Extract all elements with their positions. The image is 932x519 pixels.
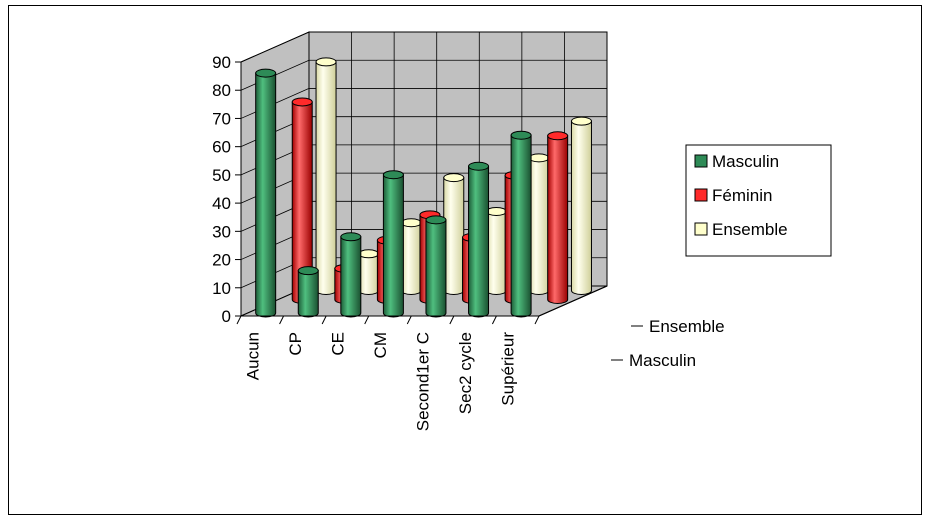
bar-0-5 (468, 161, 490, 318)
chart-bars (255, 57, 592, 318)
bar-0-4 (425, 215, 447, 318)
bar-body (340, 236, 362, 318)
bar-0-1 (297, 266, 319, 318)
bar-2-3 (443, 173, 465, 295)
bar-chart-3d: 0 10 20 30 40 50 60 70 80 90 Aucun CP CE CM Second1er … (212, 31, 832, 431)
x-tick-mark (364, 315, 370, 325)
y-tick-label: 10 (212, 279, 231, 298)
bar-0-2 (340, 232, 362, 318)
legend: Masculin Féminin Ensemble (685, 144, 832, 257)
x-tick-label: Aucun (243, 332, 262, 380)
legend-swatch (694, 154, 708, 168)
bar-top (510, 130, 532, 140)
depth-tick-label: Ensemble (649, 317, 725, 336)
bar-top (468, 161, 490, 171)
bar-top (528, 153, 550, 163)
legend-label: Féminin (712, 186, 772, 205)
bar-body (297, 270, 319, 318)
bar-top (255, 68, 277, 78)
bar-1-6 (547, 131, 569, 304)
x-tick-mark (406, 315, 412, 325)
legend-label: Masculin (712, 152, 779, 171)
x-tick-label: Second1er C (414, 332, 433, 431)
bar-body (425, 219, 447, 318)
depth-tick-label: Masculin (629, 351, 696, 370)
bar-2-6 (570, 116, 592, 295)
x-tick-mark (491, 315, 497, 325)
y-tick-label: 80 (212, 81, 231, 100)
depth-axis-line (538, 285, 608, 317)
gridline (240, 31, 607, 63)
chart-frame: 0 10 20 30 40 50 60 70 80 90 Aucun CP CE CM Second1er … (8, 5, 922, 515)
bar-body (570, 120, 592, 295)
bar-body (547, 135, 569, 304)
y-tick-label: 90 (212, 53, 231, 72)
bar-2-4 (485, 206, 507, 295)
x-tick-mark (321, 315, 327, 325)
legend-swatch (694, 188, 708, 202)
legend-label: Ensemble (712, 220, 788, 239)
bar-top (291, 97, 313, 107)
bar-0-3 (382, 170, 404, 318)
bar-0-0 (255, 68, 277, 318)
bar-2-1 (358, 249, 380, 295)
y-tick-label: 70 (212, 109, 231, 128)
legend-swatch (694, 222, 708, 236)
bar-2-5 (528, 153, 550, 295)
bar-top (570, 116, 592, 126)
x-tick-mark (236, 315, 242, 325)
legend-box (685, 144, 832, 257)
bar-top (485, 206, 507, 216)
bar-top (382, 170, 404, 180)
chart-axes: 0 10 20 30 40 50 60 70 80 90 Aucun CP CE CM Second1er … (212, 53, 725, 431)
bar-body (315, 61, 337, 295)
bar-0-6 (510, 130, 532, 318)
bar-top (358, 249, 380, 259)
bar-top (443, 173, 465, 183)
x-tick-label: CP (286, 332, 305, 356)
x-tick-label: Supérieur (499, 332, 518, 406)
y-tick-label: 60 (212, 138, 231, 157)
x-tick-label: CM (371, 332, 390, 358)
bar-2-0 (315, 57, 337, 295)
x-tick-label: Sec2 cycle (456, 332, 475, 414)
y-tick-label: 40 (212, 194, 231, 213)
bar-top (547, 131, 569, 141)
y-tick-label: 50 (212, 166, 231, 185)
bar-body (358, 253, 380, 295)
bar-body (510, 134, 532, 318)
bar-body (485, 210, 507, 295)
bar-top (425, 215, 447, 225)
bar-top (315, 57, 337, 67)
bar-top (297, 266, 319, 276)
x-tick-mark (449, 315, 455, 325)
bar-body (382, 174, 404, 318)
bar-body (468, 165, 490, 318)
x-tick-mark (279, 315, 285, 325)
y-tick-label: 0 (222, 307, 231, 326)
x-tick-mark (534, 315, 540, 325)
y-tick-label: 30 (212, 222, 231, 241)
bar-top (400, 218, 422, 228)
bar-body (443, 177, 465, 295)
bar-body (528, 157, 550, 295)
x-tick-label: CE (328, 332, 347, 356)
bar-body (400, 222, 422, 295)
bar-2-2 (400, 218, 422, 295)
y-tick-label: 20 (212, 251, 231, 270)
bar-body (255, 72, 277, 318)
bar-top (340, 232, 362, 242)
